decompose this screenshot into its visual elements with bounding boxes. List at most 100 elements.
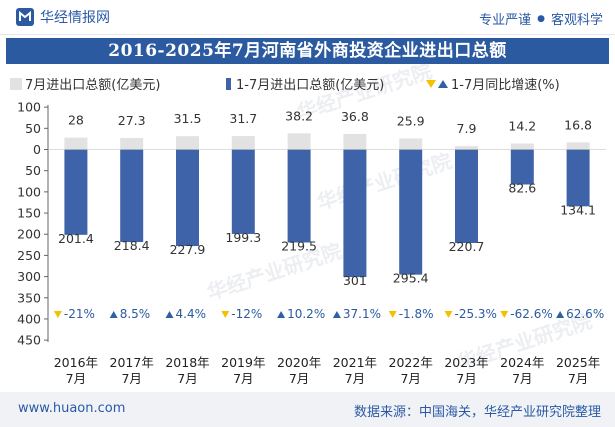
- x-tick-label: 2019年 7月: [221, 355, 265, 386]
- bar-monthly: [510, 143, 534, 150]
- yoy-item: -12%: [221, 307, 262, 321]
- y-tick-label: 450: [17, 333, 41, 348]
- brand[interactable]: 华经情报网: [16, 7, 110, 27]
- data-label-ytd: 295.4: [393, 271, 429, 286]
- data-label-monthly: 31.5: [174, 111, 202, 126]
- footer-source: 数据来源：中国海关，华经产业研究院整理: [353, 405, 601, 420]
- yoy-up-triangle-icon: [556, 311, 565, 318]
- y-tick-label: 300: [17, 269, 41, 284]
- watermark-text: 华经产业研究院: [204, 239, 345, 305]
- y-tick-label: 350: [17, 290, 41, 305]
- bar-ytd: [231, 149, 255, 234]
- y-tick-label: 250: [17, 248, 41, 263]
- x-tick-label: 2020年 7月: [277, 355, 321, 386]
- bar-ytd: [176, 149, 199, 247]
- footer-url[interactable]: www.huaon.com: [18, 401, 126, 416]
- yoy-label: -25.3%: [455, 307, 497, 321]
- yoy-item: -62.6%: [500, 307, 553, 321]
- y-tick-label: 200: [17, 227, 41, 242]
- bar-monthly: [176, 136, 199, 150]
- bar-ytd: [566, 149, 590, 207]
- legend-down-triangle-icon: [426, 80, 436, 88]
- y-tick-label: 150: [17, 206, 41, 221]
- yoy-item: 37.1%: [332, 307, 381, 321]
- bars: 28 201.4 27.3 218.4 31.5 227.9 31.7 199.3 38.2 21…: [48, 108, 606, 288]
- yoy-label: 37.1%: [343, 307, 381, 321]
- yoy-up-triangle-icon: [277, 311, 286, 318]
- yoy-down-triangle-icon: [444, 311, 453, 318]
- bar-monthly: [566, 142, 590, 150]
- data-label-ytd: 218.4: [114, 238, 150, 253]
- yoy-item: -25.3%: [444, 307, 497, 321]
- footer: www.huaon.com 数据来源：中国海关，华经产业研究院整理: [0, 392, 615, 427]
- legend-label-yoy: 1-7月同比增速(%): [451, 78, 560, 93]
- yoy-row: -21% 8.5% 4.4% -12% 10.2% 37.1% -1.8% -25.3% -62…: [53, 307, 604, 321]
- yoy-item: 8.5%: [109, 307, 151, 321]
- legend-up-triangle-icon: [438, 80, 448, 88]
- x-tick-label: 2022年 7月: [389, 355, 433, 386]
- data-label-monthly: 14.2: [508, 118, 536, 133]
- watermark-text: 华经产业研究院: [314, 149, 455, 215]
- yoy-item: 62.6%: [556, 307, 604, 321]
- yoy-label: -12%: [231, 307, 262, 321]
- bar-ytd: [64, 149, 88, 235]
- slogan: 专业严谨 ● 客观科学: [479, 9, 603, 28]
- yoy-up-triangle-icon: [165, 311, 174, 318]
- yoy-item: 4.4%: [165, 307, 207, 321]
- yoy-down-triangle-icon: [221, 311, 230, 318]
- legend: 7月进出口总额(亿美元) 1-7月进出口总额(亿美元) 1-7月同比增速(%): [10, 78, 560, 93]
- bar-monthly: [120, 137, 144, 150]
- x-tick-label: 2016年 7月: [54, 355, 98, 386]
- bar-monthly: [64, 137, 88, 150]
- yoy-label: -62.6%: [510, 307, 552, 321]
- y-tick-label: 400: [17, 311, 41, 326]
- yoy-down-triangle-icon: [53, 311, 62, 318]
- yoy-label: 4.4%: [176, 307, 207, 321]
- title-bar: 2016-2025年7月河南省外商投资企业进出口总额: [6, 38, 609, 64]
- x-tick-label: 2021年 7月: [333, 355, 377, 386]
- yoy-item: -1.8%: [388, 307, 434, 321]
- bar-ytd: [343, 149, 367, 278]
- bar-ytd: [287, 149, 311, 243]
- yoy-label: -21%: [64, 307, 95, 321]
- y-tick-label: 0: [33, 142, 41, 157]
- y-tick-label: 50: [25, 163, 41, 178]
- data-label-monthly: 38.2: [285, 108, 313, 123]
- data-label-monthly: 16.8: [564, 117, 592, 132]
- data-label-ytd: 201.4: [58, 231, 94, 246]
- y-tick-label: 100: [17, 184, 41, 199]
- data-label-ytd: 199.3: [225, 230, 261, 245]
- legend-swatch-ytd: [226, 78, 231, 90]
- x-axis: 2016年 7月 2017年 7月 2018年 7月 2019年 7月 2020年 7月 2021年…: [54, 355, 601, 386]
- yoy-down-triangle-icon: [388, 311, 397, 318]
- bar-ytd: [510, 149, 534, 185]
- legend-label-ytd: 1-7月进出口总额(亿美元): [236, 78, 384, 93]
- y-tick-label: 50: [25, 121, 41, 136]
- slogan-right: 客观科学: [550, 13, 603, 28]
- site-name: 华经情报网: [40, 10, 110, 26]
- data-label-monthly: 27.3: [118, 113, 146, 128]
- y-axis: 100 50 0 50 100 150 200 250 300 350 400 450: [17, 100, 49, 348]
- data-label-ytd: 134.1: [560, 202, 596, 217]
- x-tick-label: 2024年 7月: [500, 355, 544, 386]
- data-label-ytd: 220.7: [449, 239, 485, 254]
- x-tick-label: 2017年 7月: [110, 355, 154, 386]
- data-label-monthly: 28: [68, 113, 84, 128]
- bar-monthly: [287, 133, 311, 150]
- data-label-ytd: 301: [343, 273, 367, 288]
- yoy-up-triangle-icon: [332, 311, 341, 318]
- yoy-label: 8.5%: [120, 307, 151, 321]
- yoy-item: 10.2%: [277, 307, 325, 321]
- data-label-ytd: 219.5: [281, 238, 317, 253]
- bar-ytd: [120, 149, 144, 243]
- top-bar: 华经情报网 专业严谨 ● 客观科学: [0, 0, 615, 35]
- data-label-ytd: 82.6: [508, 180, 536, 195]
- bar-ytd: [455, 149, 478, 243]
- bar-monthly: [231, 136, 255, 150]
- yoy-up-triangle-icon: [109, 311, 118, 318]
- yoy-label: -1.8%: [399, 307, 434, 321]
- x-tick-label: 2018年 7月: [165, 355, 209, 386]
- chart-title: 2016-2025年7月河南省外商投资企业进出口总额: [108, 41, 507, 61]
- yoy-down-triangle-icon: [500, 311, 509, 318]
- data-label-ytd: 227.9: [170, 242, 206, 257]
